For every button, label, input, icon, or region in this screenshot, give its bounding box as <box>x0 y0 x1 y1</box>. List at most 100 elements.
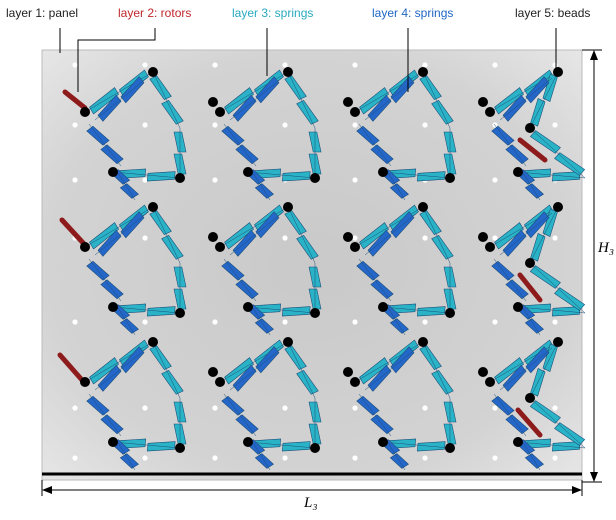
spring-axis <box>493 258 527 302</box>
label-layer3: layer 3: springs <box>232 6 314 20</box>
rotor <box>57 352 85 383</box>
spring-axis <box>358 258 392 302</box>
spring-axis <box>94 212 148 256</box>
bead <box>525 258 535 268</box>
leader-lines <box>59 28 557 92</box>
spring-axis <box>384 167 406 201</box>
spring-axis <box>382 441 451 449</box>
panel-hole <box>422 319 428 325</box>
spring-axis <box>219 341 289 383</box>
label-layer1: layer 1: panel <box>6 6 79 20</box>
spring-axis <box>287 71 316 129</box>
bead <box>418 202 428 212</box>
bead <box>175 173 185 183</box>
spring-axis <box>422 206 451 264</box>
spring-axis <box>94 77 148 121</box>
spring-axis <box>364 347 418 391</box>
bead <box>108 167 118 177</box>
spring-axis <box>354 341 424 383</box>
bead <box>215 107 225 117</box>
panel-hole <box>352 122 358 128</box>
spring-axis <box>88 393 122 437</box>
bead <box>243 437 253 447</box>
spring-axis <box>529 71 559 129</box>
bead <box>283 67 293 77</box>
spring-axis <box>489 341 559 383</box>
panel-hole <box>212 122 218 128</box>
panel-hole <box>142 455 148 461</box>
spring-axis <box>517 171 586 179</box>
panel-hole <box>72 62 78 68</box>
spring-axis <box>112 306 181 314</box>
spring-axis <box>529 397 586 449</box>
leader-layer2 <box>77 28 156 92</box>
spring-axis <box>354 206 424 248</box>
panel-hole <box>492 319 498 325</box>
bead <box>350 242 360 252</box>
bead <box>350 107 360 117</box>
bead <box>148 337 158 347</box>
spring-axis <box>84 71 154 113</box>
bead <box>283 202 293 212</box>
bead <box>513 437 523 447</box>
bead <box>148 67 158 77</box>
spring-axis <box>112 171 181 179</box>
panel-hole <box>212 455 218 461</box>
bead <box>478 97 488 107</box>
bead <box>485 107 495 117</box>
bead <box>108 437 118 447</box>
bead <box>445 308 455 318</box>
panel-hole <box>282 405 288 411</box>
panel-hole <box>552 405 558 411</box>
panel-hole <box>282 455 288 461</box>
spring-axis <box>384 302 406 336</box>
bead <box>208 367 218 377</box>
panel-hole <box>492 177 498 183</box>
spring-axis <box>384 437 406 471</box>
bead <box>215 377 225 387</box>
bead <box>343 367 353 377</box>
rotor <box>59 217 88 248</box>
panel-hole <box>492 405 498 411</box>
spring-axis <box>249 302 271 336</box>
panel-hole <box>72 455 78 461</box>
spring-axis <box>219 206 289 248</box>
spring-axis <box>529 127 586 179</box>
panel-hole <box>72 177 78 183</box>
panel-hole <box>212 319 218 325</box>
bead <box>445 443 455 453</box>
bead <box>418 337 428 347</box>
spring-axis <box>517 306 586 314</box>
panel-hole <box>552 122 558 128</box>
spring-axis <box>249 167 271 201</box>
spring-axis <box>152 71 181 129</box>
panel-hole <box>142 319 148 325</box>
bead <box>148 202 158 212</box>
panel-hole <box>72 319 78 325</box>
label-length: L₃ <box>304 495 318 511</box>
panel-hole <box>72 122 78 128</box>
panel-hole <box>352 405 358 411</box>
rotors <box>57 89 548 438</box>
panel-hole <box>282 319 288 325</box>
bead <box>208 232 218 242</box>
panel-hole <box>282 62 288 68</box>
spring-axis <box>529 262 586 314</box>
panel-hole <box>142 177 148 183</box>
bead <box>445 173 455 183</box>
bead <box>80 242 90 252</box>
spring-axis <box>519 302 541 336</box>
label-height: H₃ <box>598 240 615 256</box>
panel-hole <box>422 122 428 128</box>
spring-axis <box>84 341 154 383</box>
panel-hole <box>422 235 428 241</box>
bead <box>378 167 388 177</box>
spring-axis <box>88 123 122 167</box>
panel-hole <box>352 177 358 183</box>
panel-hole <box>282 122 288 128</box>
spring-axis <box>529 206 559 264</box>
spring-axis <box>249 437 271 471</box>
bead <box>243 167 253 177</box>
spring-axis <box>354 71 424 113</box>
